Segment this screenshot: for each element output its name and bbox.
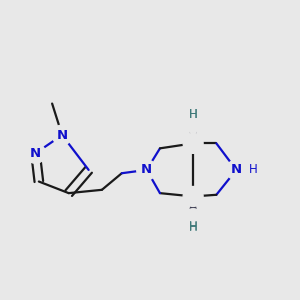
Text: N: N <box>56 129 68 142</box>
Circle shape <box>226 160 246 180</box>
Text: H: H <box>249 164 258 176</box>
Text: N: N <box>30 147 41 160</box>
Text: H: H <box>189 220 197 233</box>
Text: H: H <box>189 108 197 121</box>
Text: H: H <box>189 221 197 234</box>
Polygon shape <box>188 124 198 143</box>
Circle shape <box>183 187 203 206</box>
Circle shape <box>137 160 157 180</box>
Circle shape <box>26 143 46 163</box>
Text: H: H <box>189 109 197 122</box>
Circle shape <box>183 134 203 153</box>
Circle shape <box>184 114 203 133</box>
Circle shape <box>52 125 72 145</box>
Text: N: N <box>141 164 152 176</box>
Text: N: N <box>231 164 242 176</box>
Polygon shape <box>188 196 198 218</box>
Circle shape <box>184 209 203 227</box>
